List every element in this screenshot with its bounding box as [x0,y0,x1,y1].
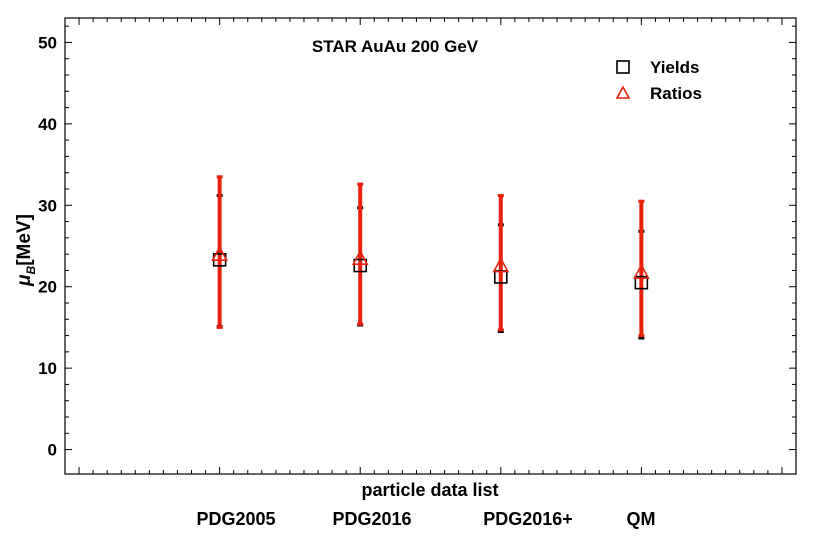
x-category-label: QM [627,509,656,529]
chart-title: STAR AuAu 200 GeV [312,37,479,56]
ratios-point [633,263,650,279]
y-tick-label: 40 [38,115,57,134]
yields-point [353,258,368,273]
y-axis-symbol: μ [14,274,35,287]
legend: Yields Ratios [615,58,702,103]
y-axis-subscript: B [24,265,38,274]
x-category-label: PDG2016+ [483,509,573,529]
x-category-label: PDG2016 [332,509,411,529]
y-tick-label: 10 [38,359,57,378]
data-marks [211,175,650,340]
y-tick-label: 50 [38,33,57,52]
legend-triangle-marker [615,85,631,99]
y-tick-label: 0 [48,441,57,460]
axis-ticks [65,18,797,474]
ratios-point [351,249,369,266]
legend-label-yields: Yields [650,58,699,77]
y-axis-label: μB[MeV] [14,214,38,287]
y-tick-label: 20 [38,278,57,297]
ratios-point [211,245,228,261]
y-tick-labels: 0 10 20 30 40 50 [38,33,57,459]
yields-point [634,275,649,290]
x-category-label: PDG2005 [196,509,275,529]
legend-square-marker [616,60,630,74]
y-axis-unit: [MeV] [14,214,35,266]
legend-label-ratios: Ratios [650,84,702,103]
y-tick-label: 30 [38,196,57,215]
x-axis-label: particle data list [361,480,498,500]
x-category-labels: PDG2005 PDG2016 PDG2016+ QM [196,509,655,529]
ratios-point [492,256,510,273]
